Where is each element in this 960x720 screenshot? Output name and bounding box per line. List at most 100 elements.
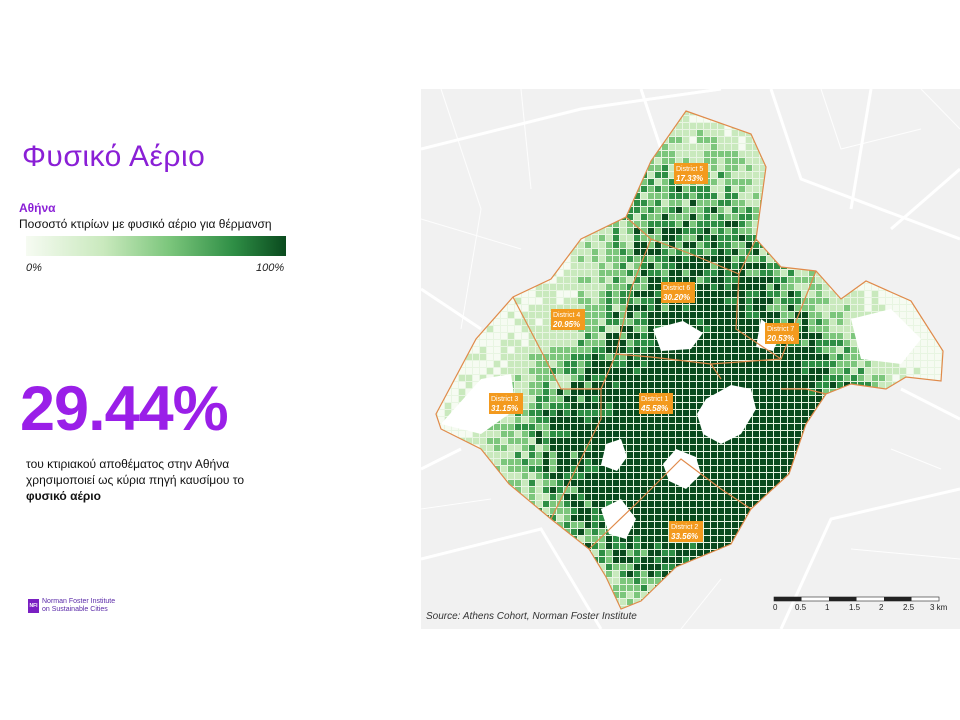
building-cell: [900, 487, 906, 493]
building-cell: [571, 564, 577, 570]
building-cell: [704, 186, 710, 192]
building-cell: [900, 242, 906, 248]
building-cell: [851, 277, 857, 283]
building-cell: [480, 375, 486, 381]
building-cell: [886, 186, 892, 192]
building-cell: [445, 172, 451, 178]
building-cell: [690, 319, 696, 325]
building-cell: [438, 158, 444, 164]
building-cell: [473, 305, 479, 311]
building-cell: [697, 403, 703, 409]
building-cell: [459, 221, 465, 227]
building-cell: [459, 172, 465, 178]
building-cell: [935, 137, 941, 143]
building-cell: [564, 116, 570, 122]
building-cell: [669, 249, 675, 255]
building-cell: [466, 354, 472, 360]
building-cell: [830, 375, 836, 381]
building-cell: [795, 487, 801, 493]
building-cell: [669, 354, 675, 360]
building-cell: [879, 158, 885, 164]
building-cell: [529, 319, 535, 325]
building-cell: [508, 354, 514, 360]
building-cell: [564, 228, 570, 234]
building-cell: [781, 165, 787, 171]
building-cell: [578, 438, 584, 444]
building-cell: [557, 291, 563, 297]
building-cell: [732, 305, 738, 311]
building-cell: [935, 382, 941, 388]
building-cell: [690, 515, 696, 521]
building-cell: [613, 333, 619, 339]
building-cell: [746, 361, 752, 367]
building-cell: [844, 221, 850, 227]
building-cell: [648, 333, 654, 339]
building-cell: [620, 200, 626, 206]
building-cell: [459, 200, 465, 206]
building-cell: [487, 480, 493, 486]
building-cell: [725, 165, 731, 171]
building-cell: [809, 235, 815, 241]
building-cell: [641, 284, 647, 290]
building-cell: [436, 368, 437, 374]
building-cell: [851, 263, 857, 269]
building-cell: [949, 186, 955, 192]
building-cell: [662, 417, 668, 423]
building-cell: [921, 144, 927, 150]
building-cell: [928, 508, 934, 514]
building-cell: [445, 536, 451, 542]
building-cell: [536, 130, 542, 136]
building-cell: [480, 312, 486, 318]
building-cell: [816, 515, 822, 521]
building-cell: [872, 263, 878, 269]
building-cell: [436, 319, 437, 325]
building-cell: [893, 368, 899, 374]
building-cell: [795, 508, 801, 514]
building-cell: [634, 291, 640, 297]
building-cell: [711, 354, 717, 360]
building-cell: [907, 466, 913, 472]
building-cell: [718, 480, 724, 486]
building-cell: [557, 487, 563, 493]
building-cell: [704, 235, 710, 241]
building-cell: [879, 445, 885, 451]
building-cell: [725, 347, 731, 353]
building-cell: [949, 361, 955, 367]
building-cell: [718, 249, 724, 255]
building-cell: [921, 501, 927, 507]
building-cell: [445, 375, 451, 381]
building-cell: [606, 249, 612, 255]
building-cell: [438, 228, 444, 234]
building-cell: [571, 151, 577, 157]
building-cell: [928, 487, 934, 493]
building-cell: [774, 508, 780, 514]
building-cell: [774, 151, 780, 157]
building-cell: [809, 354, 815, 360]
building-cell: [627, 382, 633, 388]
building-cell: [830, 165, 836, 171]
building-cell: [949, 284, 955, 290]
building-cell: [606, 501, 612, 507]
building-cell: [837, 354, 843, 360]
building-cell: [445, 557, 451, 563]
building-cell: [655, 179, 661, 185]
building-cell: [767, 452, 773, 458]
building-cell: [844, 508, 850, 514]
building-cell: [508, 249, 514, 255]
building-cell: [837, 340, 843, 346]
building-cell: [627, 431, 633, 437]
building-cell: [879, 480, 885, 486]
building-cell: [900, 361, 906, 367]
building-cell: [823, 179, 829, 185]
building-cell: [662, 277, 668, 283]
building-cell: [599, 361, 605, 367]
building-cell: [697, 137, 703, 143]
building-cell: [641, 452, 647, 458]
building-cell: [858, 312, 864, 318]
building-cell: [634, 354, 640, 360]
building-cell: [739, 543, 745, 549]
building-cell: [690, 424, 696, 430]
building-cell: [837, 396, 843, 402]
building-cell: [606, 417, 612, 423]
building-cell: [683, 200, 689, 206]
